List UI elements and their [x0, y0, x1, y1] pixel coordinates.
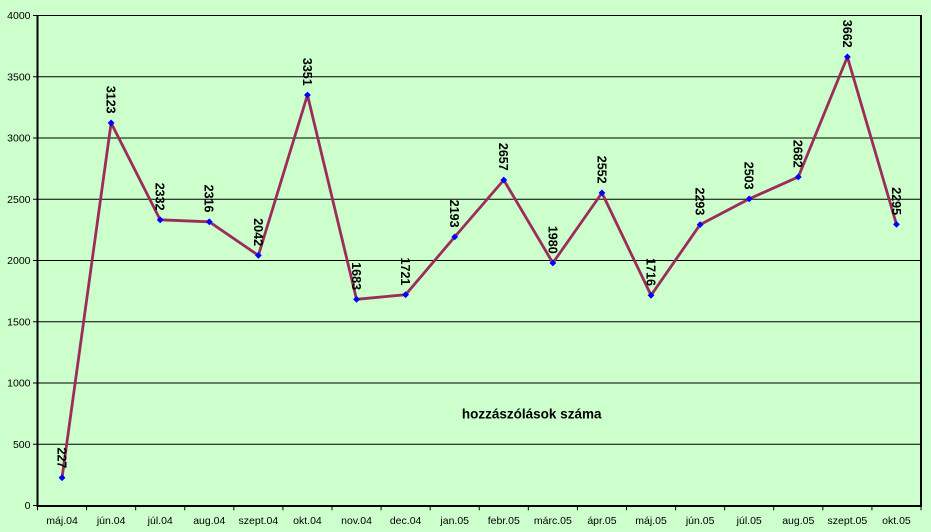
svg-text:szept.04: szept.04 — [239, 515, 279, 527]
svg-text:hozzászólások száma: hozzászólások száma — [462, 407, 602, 422]
svg-text:2316: 2316 — [202, 185, 216, 213]
svg-text:máj.05: máj.05 — [635, 515, 667, 527]
svg-text:jún.04: jún.04 — [96, 515, 126, 527]
svg-text:febr.05: febr.05 — [488, 515, 520, 527]
svg-text:máj.04: máj.04 — [46, 515, 78, 527]
svg-text:aug.04: aug.04 — [193, 515, 225, 527]
svg-text:1721: 1721 — [398, 258, 412, 286]
svg-text:jan.05: jan.05 — [439, 515, 469, 527]
svg-text:dec.04: dec.04 — [390, 515, 422, 527]
svg-text:2042: 2042 — [251, 218, 265, 246]
svg-text:2682: 2682 — [791, 140, 805, 168]
svg-text:aug.05: aug.05 — [782, 515, 814, 527]
svg-text:okt.04: okt.04 — [293, 515, 322, 527]
svg-text:227: 227 — [54, 448, 68, 469]
svg-text:3351: 3351 — [300, 58, 314, 86]
svg-text:okt.05: okt.05 — [882, 515, 911, 527]
svg-text:2500: 2500 — [7, 194, 31, 206]
svg-text:szept.05: szept.05 — [828, 515, 868, 527]
svg-text:4000: 4000 — [7, 10, 31, 22]
svg-text:nov.04: nov.04 — [341, 515, 372, 527]
svg-text:júl.05: júl.05 — [736, 515, 762, 527]
svg-text:500: 500 — [13, 439, 31, 451]
svg-text:1716: 1716 — [643, 258, 657, 286]
svg-text:3000: 3000 — [7, 133, 31, 145]
svg-text:ápr.05: ápr.05 — [587, 515, 616, 527]
svg-text:2503: 2503 — [742, 162, 756, 190]
svg-text:2552: 2552 — [594, 156, 608, 184]
svg-text:márc.05: márc.05 — [534, 515, 572, 527]
svg-text:1980: 1980 — [545, 226, 559, 254]
svg-text:1000: 1000 — [7, 378, 31, 390]
svg-text:3662: 3662 — [840, 20, 854, 48]
svg-text:júl.04: júl.04 — [147, 515, 173, 527]
svg-text:2293: 2293 — [693, 187, 707, 215]
svg-text:2295: 2295 — [889, 187, 903, 215]
svg-text:2332: 2332 — [153, 183, 167, 211]
svg-text:3500: 3500 — [7, 71, 31, 83]
svg-text:1683: 1683 — [349, 262, 363, 290]
svg-text:3123: 3123 — [104, 86, 118, 114]
svg-text:2193: 2193 — [447, 200, 461, 228]
svg-text:jún.05: jún.05 — [685, 515, 715, 527]
svg-text:2657: 2657 — [496, 143, 510, 171]
svg-text:0: 0 — [25, 500, 31, 512]
svg-text:2000: 2000 — [7, 255, 31, 267]
svg-text:1500: 1500 — [7, 316, 31, 328]
